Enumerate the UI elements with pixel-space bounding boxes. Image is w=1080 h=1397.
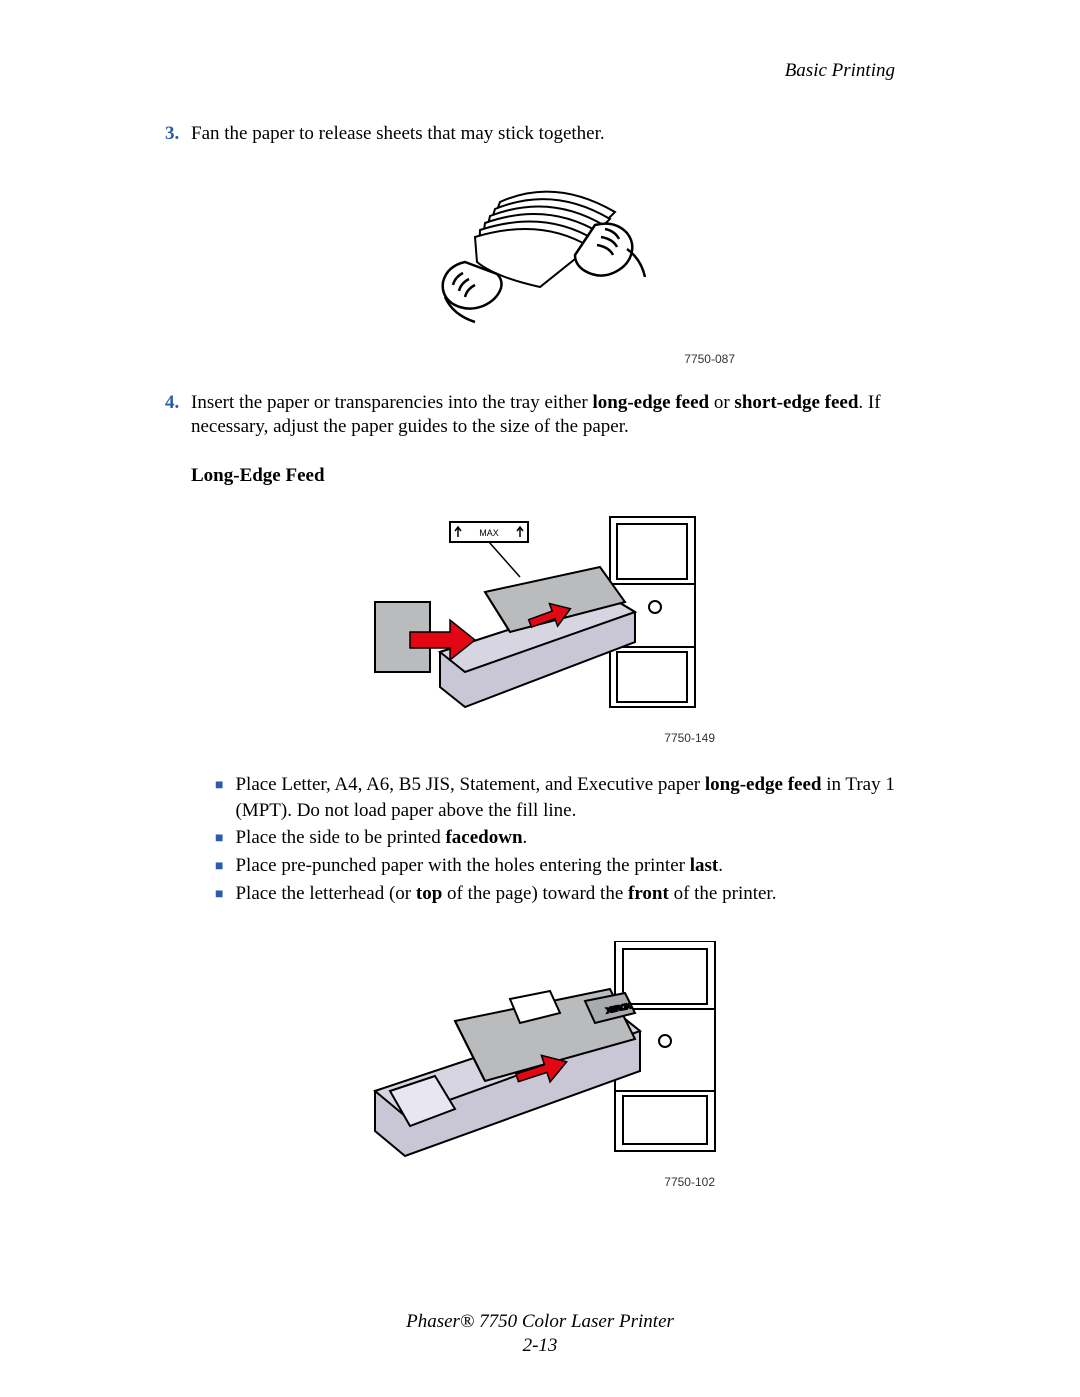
bullet-item: ■ Place the side to be printed facedown. bbox=[215, 825, 905, 851]
illustration-long-edge-feed: MAX 7750-149 bbox=[165, 512, 905, 747]
step-3: 3. Fan the paper to release sheets that … bbox=[165, 122, 905, 147]
page-number: 2-13 bbox=[0, 1335, 1080, 1357]
illustration-caption: 7750-149 bbox=[355, 731, 715, 745]
illustration-letterhead: XEROX 7750-102 bbox=[165, 941, 905, 1191]
step-number: 4. bbox=[165, 391, 191, 440]
step-number: 3. bbox=[165, 122, 191, 147]
bullet-icon: ■ bbox=[215, 858, 223, 879]
step-text: Fan the paper to release sheets that may… bbox=[191, 122, 905, 147]
footer-title: Phaser® 7750 Color Laser Printer bbox=[0, 1311, 1080, 1333]
bullet-icon: ■ bbox=[215, 777, 223, 823]
section-header: Basic Printing bbox=[165, 60, 905, 82]
page-footer: Phaser® 7750 Color Laser Printer 2-13 bbox=[0, 1311, 1080, 1357]
svg-text:MAX: MAX bbox=[479, 528, 499, 538]
step-4: 4. Insert the paper or transparencies in… bbox=[165, 391, 905, 440]
bullet-item: ■ Place Letter, A4, A6, B5 JIS, Statemen… bbox=[215, 772, 905, 823]
illustration-fan-paper: 7750-087 bbox=[165, 167, 905, 366]
tray-letterhead-svg: XEROX bbox=[335, 941, 735, 1166]
bullet-item: ■ Place pre-punched paper with the holes… bbox=[215, 853, 905, 879]
subheading-long-edge: Long-Edge Feed bbox=[191, 465, 905, 487]
tray-long-edge-svg: MAX bbox=[355, 512, 715, 722]
bullet-icon: ■ bbox=[215, 830, 223, 851]
fan-paper-svg bbox=[405, 167, 665, 347]
bullet-icon: ■ bbox=[215, 886, 223, 907]
step-text: Insert the paper or transparencies into … bbox=[191, 391, 905, 440]
illustration-caption: 7750-102 bbox=[335, 1175, 735, 1189]
bullet-list: ■ Place Letter, A4, A6, B5 JIS, Statemen… bbox=[215, 772, 905, 906]
illustration-caption: 7750-087 bbox=[335, 352, 735, 366]
bullet-item: ■ Place the letterhead (or top of the pa… bbox=[215, 881, 905, 907]
